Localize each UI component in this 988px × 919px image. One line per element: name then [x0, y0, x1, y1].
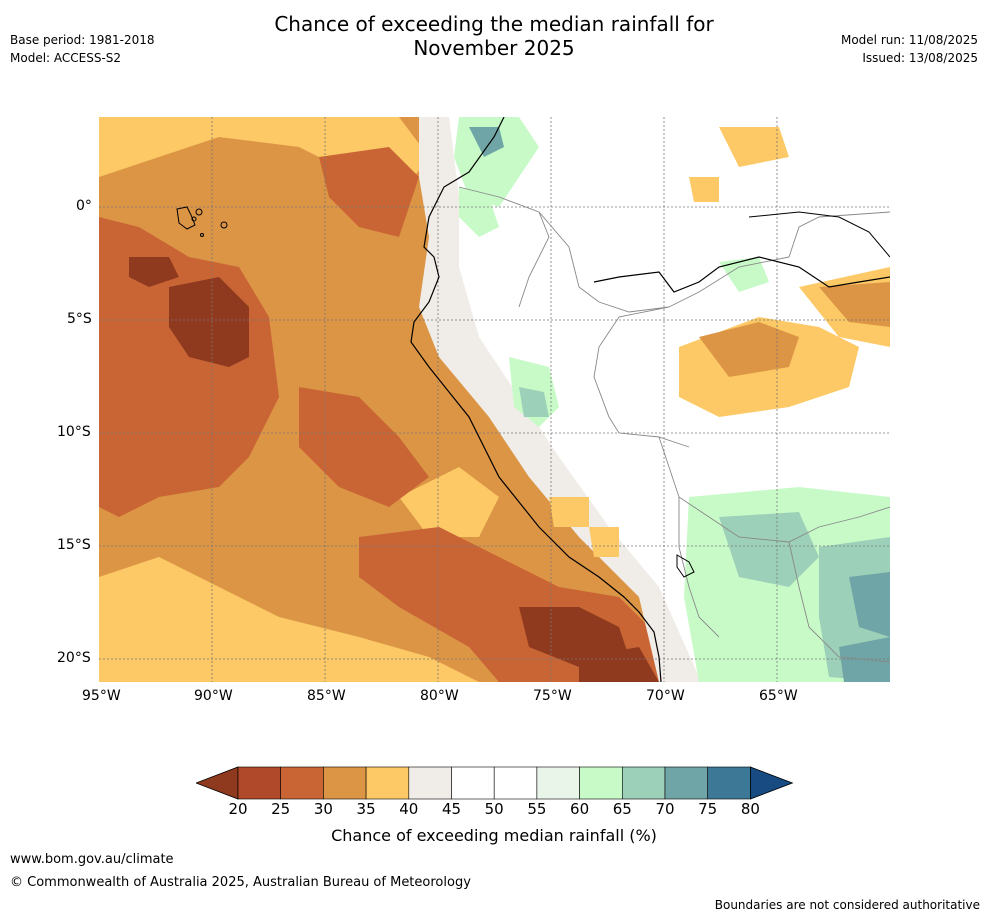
contour-20-25 — [169, 277, 249, 367]
contour-35-40 — [719, 127, 789, 167]
contour-35-40 — [549, 497, 589, 527]
contour-25-30 — [319, 147, 419, 237]
coastline — [410, 117, 662, 682]
contour-35-40 — [589, 527, 619, 557]
rainfall-map — [99, 117, 890, 682]
colorbar-cell — [237, 766, 282, 800]
colorbar-cell — [579, 766, 623, 800]
colorbar-cell — [280, 766, 324, 800]
colorbar-tick-label: 25 — [271, 800, 291, 818]
lat-label-15s: 15°S — [57, 537, 91, 553]
contour-30-35 — [699, 322, 799, 377]
colorbar-tick-label: 50 — [484, 800, 504, 818]
contour-35-40 — [99, 117, 429, 197]
lat-label-20s: 20°S — [57, 650, 91, 666]
model-run-text: Model run: 11/08/2025 — [840, 33, 978, 47]
base-period-text: Base period: 1981-2018 — [10, 33, 155, 47]
colorbar-tick-label: 45 — [441, 800, 462, 818]
colorbar-cell — [408, 766, 452, 800]
colorbar-tick-label: 75 — [698, 800, 718, 818]
contour-35-40 — [689, 177, 719, 202]
colorbar-extend-low — [196, 766, 239, 800]
contour-25-30 — [299, 387, 429, 507]
lon-label-95w: 95°W — [82, 688, 121, 704]
footer-url: www.bom.gov.au/climate — [10, 852, 174, 867]
contour-20-25 — [519, 607, 629, 667]
chart-title: Chance of exceeding the median rainfall … — [0, 12, 988, 60]
lon-label-80w: 80°W — [420, 688, 459, 704]
colorbar-cell — [621, 766, 666, 800]
footer-disclaimer: Boundaries are not considered authoritat… — [714, 898, 980, 912]
colorbar-tick-label: 20 — [228, 800, 248, 818]
contour-65-70 — [719, 512, 819, 587]
colorbar-cells — [196, 766, 794, 800]
colorbar-cell — [493, 766, 538, 800]
lat-label-10s: 10°S — [57, 424, 91, 440]
colorbar-tick-label: 70 — [655, 800, 675, 818]
issued-text: Issued: 13/08/2025 — [862, 51, 978, 65]
model-text: Model: ACCESS-S2 — [10, 51, 122, 65]
contour-60-65 — [459, 187, 499, 237]
lat-label-5s: 5°S — [67, 311, 92, 327]
colorbar — [196, 766, 794, 800]
amazon-river — [593, 256, 890, 293]
title-line-1: Chance of exceeding the median rainfall … — [274, 12, 714, 36]
river-north — [748, 211, 890, 258]
colorbar-tick-label: 35 — [356, 800, 376, 818]
colorbar-label: Chance of exceeding median rainfall (%) — [331, 826, 657, 845]
contour-20-25 — [579, 647, 659, 682]
colorbar-cell — [323, 766, 367, 800]
colorbar-extend-high — [750, 766, 794, 800]
colorbar-cell — [365, 766, 410, 800]
lon-label-85w: 85°W — [307, 688, 346, 704]
colorbar-cell — [451, 766, 495, 800]
galapagos-islands — [176, 206, 228, 237]
colorbar-ticks: 20 25 30 35 40 45 50 55 60 65 70 75 80 — [196, 800, 794, 822]
colorbar-cell — [536, 766, 580, 800]
colorbar-tick-label: 40 — [399, 800, 419, 818]
contour-65-70 — [519, 387, 549, 417]
contour-35-40 — [99, 557, 479, 682]
lake-titicaca — [676, 554, 695, 578]
contour-70-75 — [849, 572, 890, 637]
lon-label-75w: 75°W — [533, 688, 572, 704]
contour-30-35 — [819, 282, 890, 327]
country-borders — [458, 186, 890, 663]
colorbar-cell — [664, 766, 709, 800]
colorbar-cell — [707, 766, 751, 800]
lon-label-65w: 65°W — [759, 688, 798, 704]
colorbar-tick-label: 60 — [570, 800, 590, 818]
footer-copyright: © Commonwealth of Australia 2025, Austra… — [10, 875, 471, 890]
colorbar-tick-label: 55 — [527, 800, 547, 818]
colorbar-tick-label: 65 — [612, 800, 632, 818]
colorbar-tick-label: 30 — [313, 800, 333, 818]
lon-label-70w: 70°W — [646, 688, 685, 704]
contour-20-25 — [129, 257, 179, 287]
contour-35-40 — [399, 467, 499, 537]
colorbar-tick-label: 80 — [740, 800, 760, 818]
map-svg — [99, 117, 890, 682]
lon-label-90w: 90°W — [194, 688, 233, 704]
contour-60-65 — [719, 257, 769, 292]
lat-label-0: 0° — [76, 198, 92, 214]
title-line-2: November 2025 — [413, 36, 575, 60]
